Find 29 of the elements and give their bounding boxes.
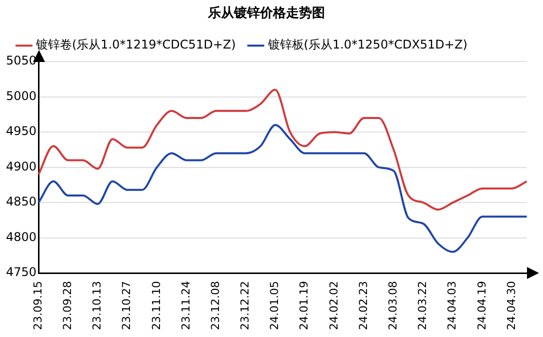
y-tick-label: 5000	[6, 88, 37, 103]
x-tick-label: 24.03.08	[386, 281, 400, 330]
x-tick-label: 24.04.30	[504, 281, 518, 330]
legend-label: 镀锌卷(乐从1.0*1219*CDC51D+Z)	[35, 38, 236, 52]
x-tick-label: 23.09.15	[31, 281, 44, 330]
x-tick-label: 23.12.22	[238, 281, 252, 330]
x-tick-label: 24.02.23	[356, 281, 370, 330]
chart-title: 乐从镀锌价格走势图	[207, 5, 325, 22]
x-tick-label: 23.10.27	[120, 281, 134, 330]
line-series	[38, 124, 528, 253]
x-tick-label: 24.04.19	[475, 281, 488, 330]
y-tick-label: 4800	[6, 230, 37, 244]
legend-label: 镀锌板(乐从1.0*1250*CDX51D+Z)	[266, 38, 468, 52]
y-tick-label: 4850	[6, 194, 37, 209]
x-tick-label: 24.02.02	[327, 281, 340, 330]
x-tick-label: 24.01.05	[268, 281, 282, 330]
x-tick-label: 23.10.13	[90, 281, 104, 330]
x-tick-label: 24.01.19	[298, 281, 311, 330]
x-tick-label: 24.03.22	[416, 281, 430, 330]
y-tick-label: 5050	[6, 54, 37, 68]
x-tick-label: 24.04.03	[446, 281, 459, 330]
x-tick-label: 23.11.24	[179, 281, 192, 330]
x-tick-label: 23.12.08	[208, 281, 222, 330]
y-tick-label: 4750	[6, 265, 37, 280]
line-series	[38, 88, 528, 211]
x-tick-label: 23.09.28	[60, 281, 74, 330]
y-tick-label: 4950	[6, 124, 37, 138]
x-tick-label: 23.11.10	[150, 281, 163, 330]
y-tick-label: 4900	[6, 159, 37, 174]
